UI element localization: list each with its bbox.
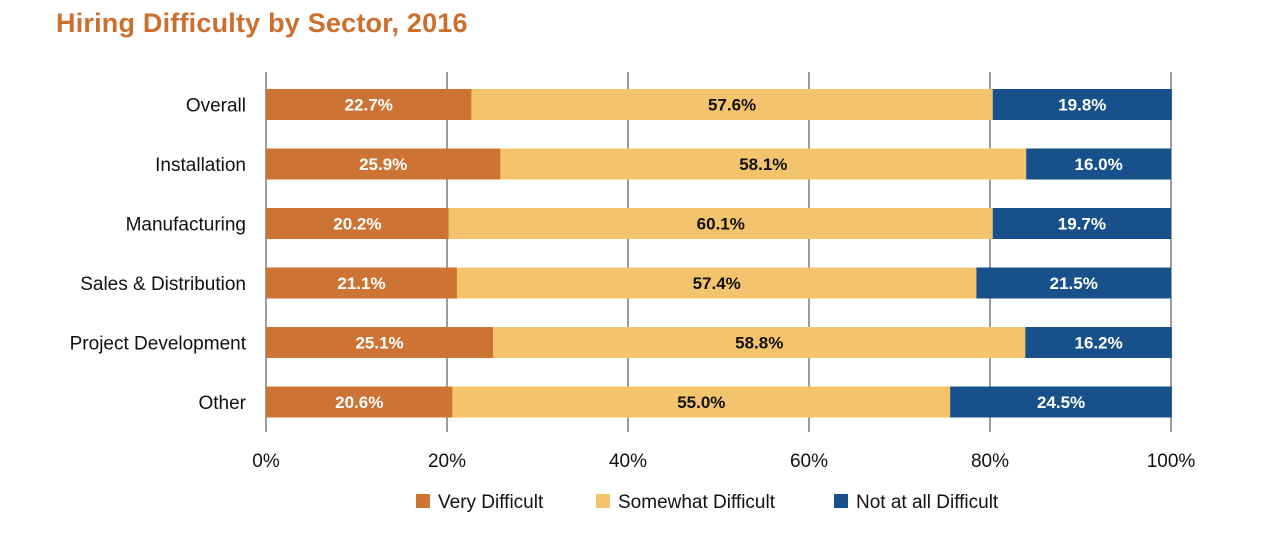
bar-segment-very-difficult	[266, 148, 501, 180]
x-tick-label: 40%	[609, 451, 647, 472]
category-label: Other	[198, 393, 246, 414]
bar-segment-very-difficult	[266, 327, 494, 358]
category-label: Overall	[186, 96, 246, 117]
bar-segment-very-difficult	[266, 267, 457, 299]
data-label: 16.0%	[1074, 155, 1122, 174]
legend-label: Not at all Difficult	[856, 492, 999, 513]
bar-segment-very-difficult	[266, 386, 453, 418]
data-label: 25.9%	[359, 155, 407, 174]
bar-segment-somewhat-difficult	[456, 267, 977, 299]
bar-row-other: 20.6% 55.0% 24.5%	[266, 386, 1172, 418]
bar-segment-somewhat-difficult	[448, 208, 993, 239]
data-label: 20.6%	[335, 393, 383, 412]
bar-segment-very-difficult	[266, 208, 449, 239]
category-label: Project Development	[70, 334, 247, 355]
x-tick-label: 20%	[428, 451, 466, 472]
x-tick-label: 0%	[252, 451, 280, 472]
data-label: 57.4%	[693, 274, 741, 293]
data-label: 25.1%	[355, 334, 403, 353]
bar-row-manufacturing: 20.2% 60.1% 19.7%	[266, 208, 1171, 239]
x-axis-ticks: 0% 20% 40% 60% 80% 100%	[252, 451, 1195, 472]
bars: 22.7% 57.6% 19.8% 25.9% 58.1% 16.0% 20.2% 60.1%…	[266, 89, 1172, 418]
legend-item-not-at-all-difficult: Not at all Difficult	[834, 492, 999, 513]
data-label: 55.0%	[677, 393, 725, 412]
category-label: Sales & Distribution	[80, 274, 246, 295]
legend-label: Very Difficult	[438, 492, 544, 513]
x-tick-label: 60%	[790, 451, 828, 472]
bar-segment-somewhat-difficult	[471, 89, 993, 120]
data-label: 21.5%	[1050, 274, 1098, 293]
bar-segment-not-at-all-difficult	[976, 267, 1171, 299]
bar-segment-somewhat-difficult	[493, 327, 1026, 358]
bar-segment-somewhat-difficult	[452, 386, 951, 418]
category-label: Installation	[155, 155, 246, 176]
legend-item-somewhat-difficult: Somewhat Difficult	[596, 492, 776, 513]
bar-segment-not-at-all-difficult	[992, 208, 1171, 239]
gridlines	[265, 72, 1172, 432]
bar-row-sales-and-distribution: 21.1% 57.4% 21.5%	[266, 267, 1171, 299]
x-tick-label: 80%	[971, 451, 1009, 472]
legend-swatch	[834, 494, 848, 508]
bar-row-project-development: 25.1% 58.8% 16.2%	[266, 327, 1172, 358]
data-label: 57.6%	[708, 96, 756, 115]
bar-segment-not-at-all-difficult	[1026, 148, 1171, 180]
bar-row-overall: 22.7% 57.6% 19.8%	[266, 89, 1172, 120]
bar-segment-not-at-all-difficult	[992, 89, 1172, 120]
data-label: 16.2%	[1074, 334, 1122, 353]
legend-label: Somewhat Difficult	[618, 492, 776, 513]
data-label: 19.8%	[1058, 96, 1106, 115]
bar-segment-very-difficult	[266, 89, 472, 120]
data-label: 21.1%	[337, 274, 385, 293]
data-label: 24.5%	[1037, 393, 1085, 412]
data-label: 58.8%	[735, 334, 783, 353]
category-label: Manufacturing	[126, 215, 246, 236]
data-label: 58.1%	[739, 155, 787, 174]
chart-title: Hiring Difficulty by Sector, 2016	[56, 8, 468, 38]
data-label: 60.1%	[697, 215, 745, 234]
bar-row-installation: 25.9% 58.1% 16.0%	[266, 148, 1171, 180]
data-label: 19.7%	[1058, 215, 1106, 234]
category-labels: Overall Installation Manufacturing Sales & …	[70, 96, 247, 415]
data-label: 22.7%	[345, 96, 393, 115]
legend: Very Difficult Somewhat Difficult Not at a…	[416, 492, 999, 513]
legend-item-very-difficult: Very Difficult	[416, 492, 544, 513]
x-tick-label: 100%	[1147, 451, 1196, 472]
legend-swatch	[416, 494, 430, 508]
bar-segment-somewhat-difficult	[500, 148, 1027, 180]
data-label: 20.2%	[333, 215, 381, 234]
legend-swatch	[596, 494, 610, 508]
bar-segment-not-at-all-difficult	[1025, 327, 1172, 358]
bar-segment-not-at-all-difficult	[950, 386, 1172, 418]
